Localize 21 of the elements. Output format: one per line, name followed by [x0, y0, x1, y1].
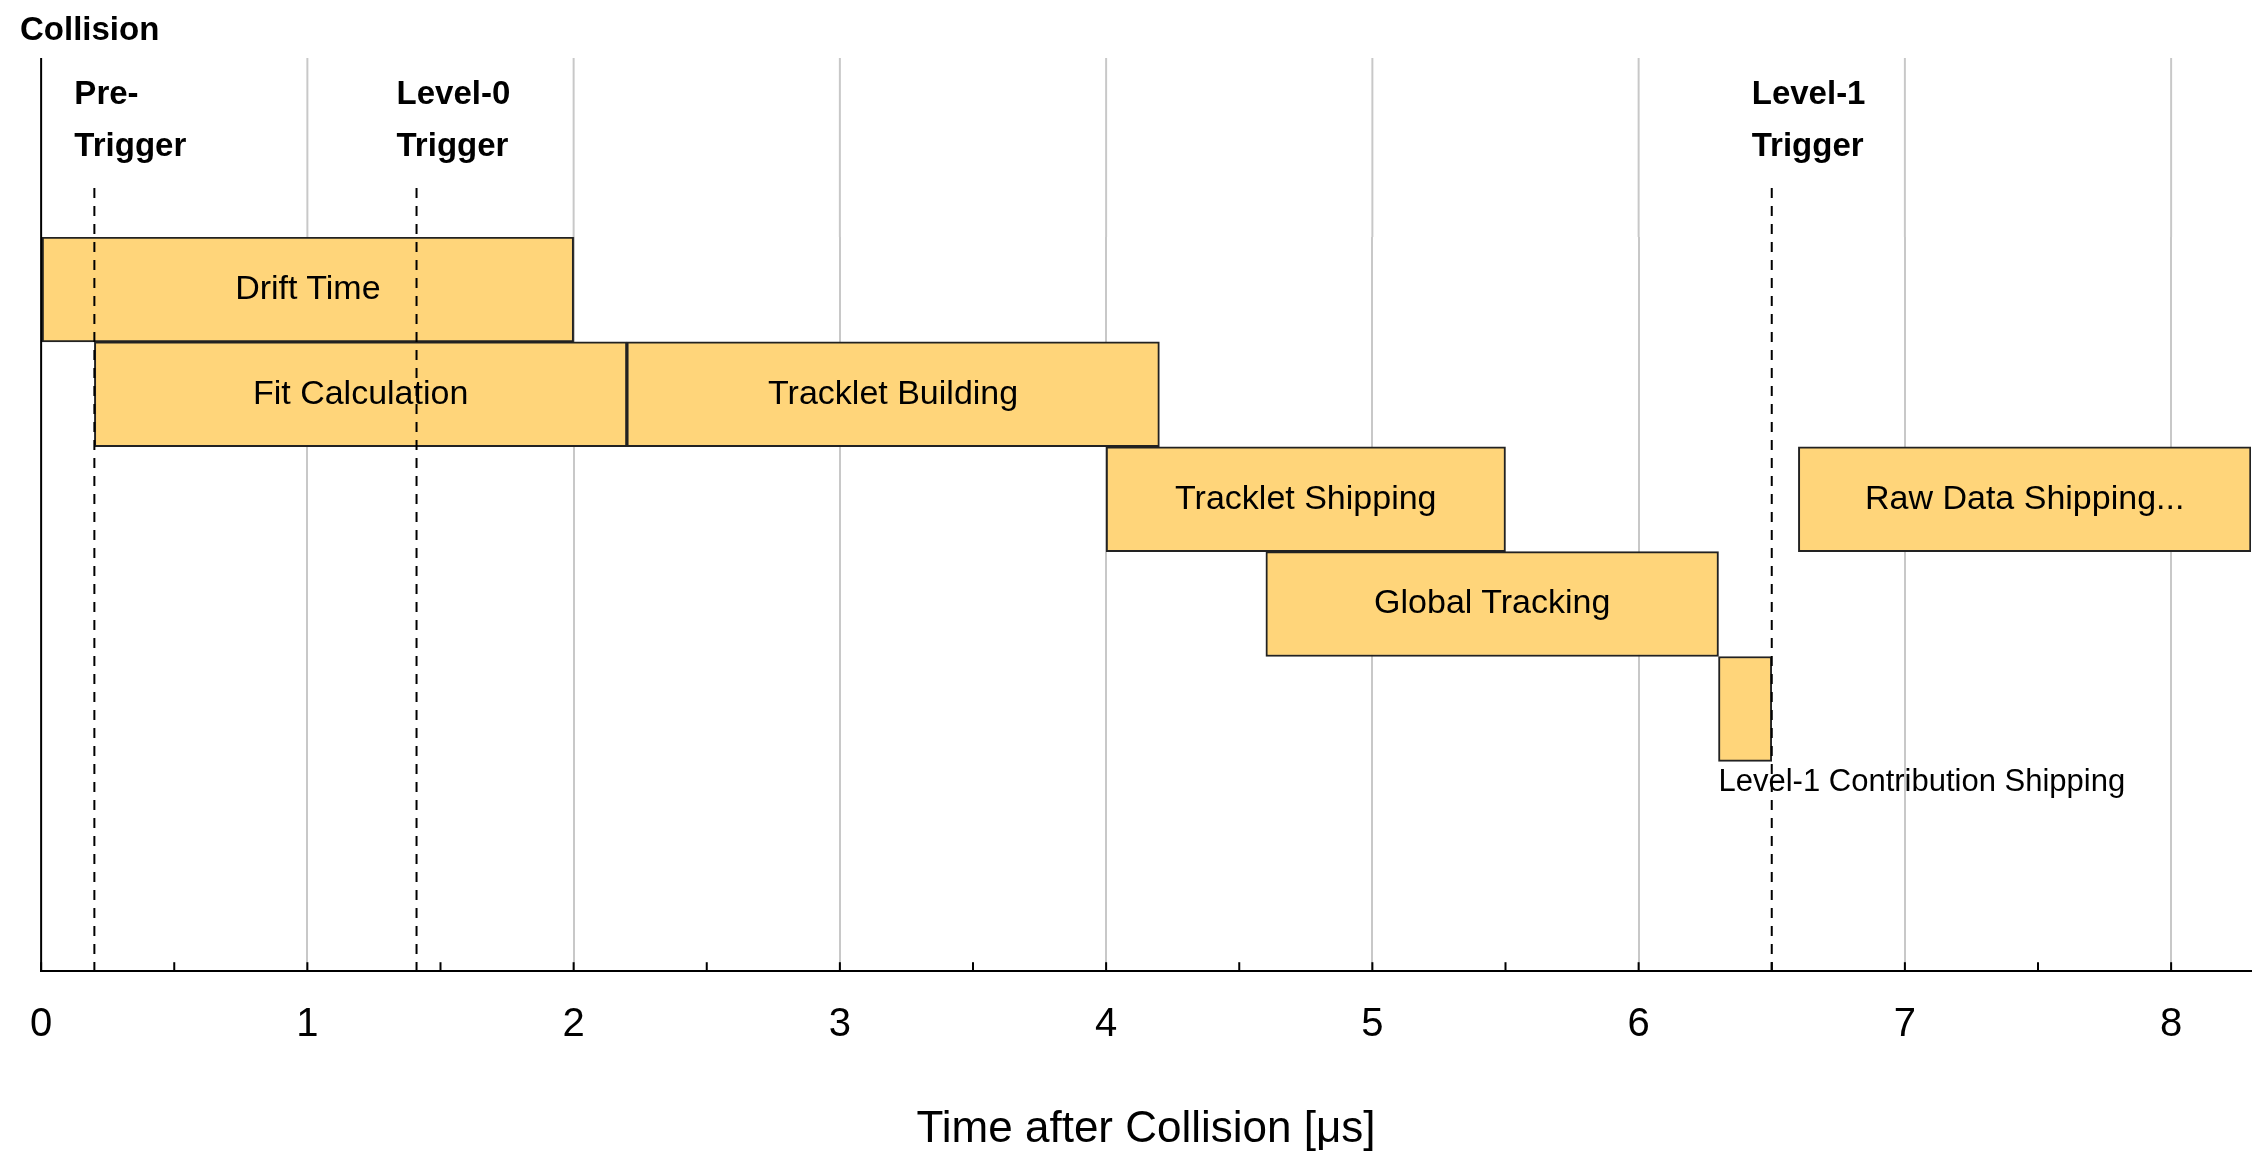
data-label: Global Tracking — [1374, 582, 1611, 621]
x-tick-label: 5 — [1361, 1000, 1384, 1045]
data-label: Tracklet Building — [768, 372, 1019, 411]
ref-line-label: Level-1 Trigger — [1751, 73, 1866, 163]
data-label: Level-1 Contribution Shipping — [1718, 763, 2126, 799]
x-tick-label: 1 — [296, 1000, 319, 1045]
x-axis-title: Time after Collision [μs] — [916, 1101, 1376, 1151]
x-tick-label: 2 — [562, 1000, 585, 1045]
x-tick-label: 7 — [1893, 1000, 1916, 1045]
data-label: Drift Time — [235, 267, 381, 306]
ref-line-label: Pre-Trigger — [74, 73, 187, 163]
x-tick-label: 4 — [1095, 1000, 1118, 1045]
x-tick-label: 0 — [30, 1000, 53, 1045]
data-label: Raw Data Shipping... — [1864, 477, 2185, 516]
x-tick-label: 3 — [828, 1000, 851, 1045]
ref-line-label: Level-0 Trigger — [396, 73, 511, 163]
x-tick-label: 8 — [2160, 1000, 2183, 1045]
data-label: Fit Calculation — [252, 372, 469, 411]
data-label: Tracklet Shipping — [1175, 477, 1437, 516]
chart-title: Collision — [20, 9, 160, 47]
x-tick-label: 6 — [1627, 1000, 1650, 1045]
